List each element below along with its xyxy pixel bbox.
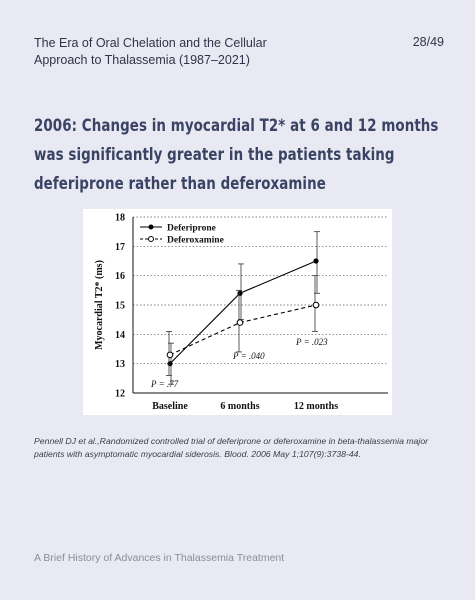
p-value-annotation: P = .040 — [232, 351, 265, 361]
series-line-deferiprone — [169, 260, 317, 365]
y-tick-label: 17 — [115, 242, 125, 253]
book-title-line-2: Approach to Thalassemia (1987–2021) — [34, 53, 250, 67]
data-point — [236, 319, 244, 326]
slide-title-line-3: deferiprone rather than deferoxamine — [34, 174, 326, 194]
y-tick-label: 15 — [115, 301, 125, 312]
legend-marker-deferiprone — [148, 224, 154, 230]
chart-figure: 12 13 14 15 16 17 18 Myocardial T2* (ms) Baselin… — [83, 209, 392, 415]
legend-label-deferoxamine: Deferoxamine — [167, 236, 224, 246]
slide-title: 2006: Changes in myocardial T2* at 6 and… — [34, 112, 455, 199]
footer-text: A Brief History of Advances in Thalassem… — [34, 552, 285, 564]
slide-title-line-2: was significantly greater in the patient… — [34, 145, 395, 165]
page-number: 28/49 — [412, 35, 444, 49]
data-point — [166, 351, 174, 359]
slide-header: The Era of Oral Chelation and the Cellul… — [34, 35, 444, 69]
series-line-deferoxamine — [169, 304, 317, 356]
x-tick-label: Baseline — [152, 401, 188, 412]
y-axis-label: Myocardial T2* (ms) — [94, 260, 105, 350]
y-tick-label: 16 — [115, 271, 125, 282]
y-tick-label: 12 — [115, 389, 125, 400]
p-value-annotation: P = .77 — [150, 379, 179, 389]
citation-text: Pennell DJ et al.,Randomized controlled … — [34, 436, 429, 459]
data-point — [237, 290, 243, 296]
slide-title-line-1: 2006: Changes in myocardial T2* at 6 and… — [34, 116, 439, 136]
data-point — [312, 301, 320, 309]
data-point — [313, 258, 319, 264]
legend-label-deferiprone: Deferiprone — [167, 224, 216, 234]
x-tick-label: 12 months — [294, 401, 338, 412]
y-tick-label: 18 — [115, 213, 125, 224]
book-title-line-1: The Era of Oral Chelation and the Cellul… — [34, 36, 267, 50]
x-tick-label: 6 months — [220, 401, 259, 412]
p-value-annotation: P = .023 — [295, 337, 328, 347]
data-point — [167, 361, 173, 367]
y-tick-label: 14 — [115, 330, 125, 341]
legend-marker-deferoxamine — [148, 236, 154, 242]
y-tick-label: 13 — [115, 359, 125, 370]
myocardial-t2-chart: 12 13 14 15 16 17 18 Myocardial T2* (ms) Baselin… — [94, 213, 388, 412]
book-title: The Era of Oral Chelation and the Cellul… — [34, 35, 374, 69]
